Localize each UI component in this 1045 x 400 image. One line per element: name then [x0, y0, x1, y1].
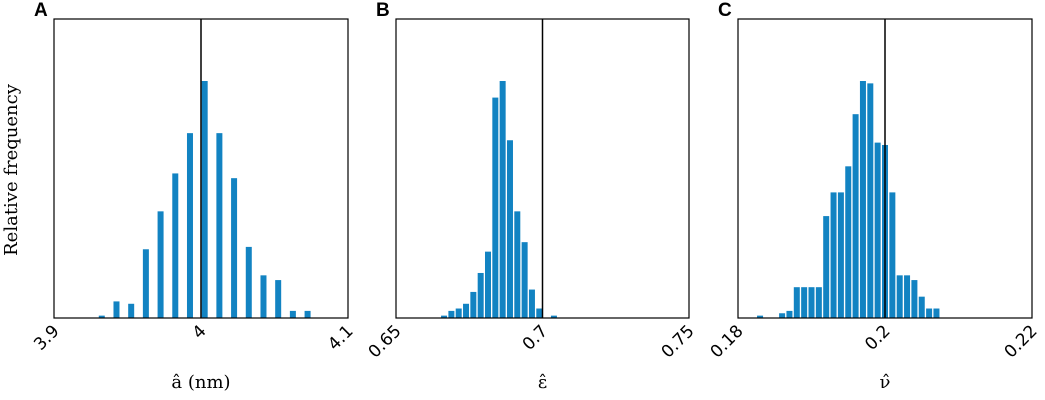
x-axis-label: ε̂	[538, 372, 547, 393]
histogram-bar	[536, 308, 543, 318]
histogram-bar	[926, 308, 933, 318]
histogram-bar	[231, 178, 238, 318]
histogram-bar	[550, 315, 557, 318]
histogram-bar	[896, 275, 903, 318]
histogram-bar	[98, 315, 105, 318]
panel-label: A	[34, 0, 48, 21]
histogram-bar	[837, 192, 844, 318]
histogram-bar	[289, 310, 296, 318]
plot-frame	[395, 18, 690, 319]
histogram-bar	[172, 173, 179, 318]
panel-label: C	[718, 0, 732, 21]
x-axis-label: ν̂	[880, 372, 891, 393]
histogram-bar	[911, 280, 918, 318]
histogram-bar	[304, 310, 311, 318]
histogram-bar	[933, 308, 940, 318]
x-tick-label: 0.2	[861, 321, 894, 354]
histogram-bar	[815, 287, 822, 318]
histogram-bar	[859, 81, 866, 318]
plot-frame	[737, 18, 1033, 319]
x-tick-label: 0.18	[707, 321, 748, 362]
x-axis-label: â (nm)	[171, 372, 230, 393]
histogram-bar	[521, 242, 528, 318]
histogram-bar	[793, 287, 800, 318]
histogram-bar	[113, 301, 120, 318]
histogram-bar	[786, 310, 793, 318]
plot-frame	[53, 18, 349, 319]
histogram-bar	[499, 81, 506, 318]
histogram-bar	[463, 303, 470, 318]
histogram-bar	[514, 211, 521, 318]
histogram-bar	[845, 166, 852, 318]
histogram-bar	[852, 114, 859, 319]
histogram-bar	[867, 83, 874, 319]
histogram-bar	[874, 142, 881, 318]
histogram-bar	[157, 211, 164, 318]
histogram-bar	[260, 275, 267, 318]
histogram-bar	[904, 275, 911, 318]
histogram-bar	[448, 310, 455, 318]
histogram-bar	[757, 315, 764, 318]
histogram-bar	[275, 280, 282, 318]
histogram-bar	[128, 303, 135, 318]
x-tick-label: 0.22	[1001, 321, 1042, 362]
histogram-bar	[823, 216, 830, 318]
x-tick-label: 3.9	[30, 321, 63, 354]
histogram-bar	[808, 287, 815, 318]
histogram-bar	[918, 296, 925, 318]
histogram-bar	[528, 289, 535, 318]
x-tick-label: 0.65	[365, 321, 406, 362]
histogram-bar	[477, 272, 484, 318]
histogram-bar	[245, 246, 252, 318]
histogram-bar	[142, 249, 149, 318]
histogram-bar	[801, 287, 808, 318]
panel-label: B	[376, 0, 390, 21]
histogram-bar	[492, 97, 499, 318]
histogram-bar	[889, 192, 896, 318]
y-axis-label: Relative frequency	[1, 83, 22, 256]
x-tick-label: 4	[189, 321, 211, 343]
x-tick-label: 0.7	[519, 321, 552, 354]
histogram-bar	[216, 133, 223, 318]
histogram-bar	[779, 313, 786, 318]
histogram-bar	[830, 192, 837, 318]
histogram-bar	[485, 251, 491, 318]
histogram-bar	[470, 291, 477, 318]
panel-c: C 0.18 0.2 0.22 ν̂	[707, 0, 1042, 393]
histogram-bar	[201, 81, 208, 318]
x-tick-label: 4.1	[324, 321, 357, 354]
histogram-bar	[455, 308, 462, 318]
panel-b: B 0.65 0.7 0.75 ε̂	[365, 0, 699, 393]
histogram-bar	[186, 133, 193, 318]
histogram-bar	[506, 140, 513, 318]
histogram-bar	[441, 315, 448, 318]
x-tick-label: 0.75	[658, 321, 699, 362]
panel-a: A 3.9 4 4.1 â (nm)	[30, 0, 357, 393]
